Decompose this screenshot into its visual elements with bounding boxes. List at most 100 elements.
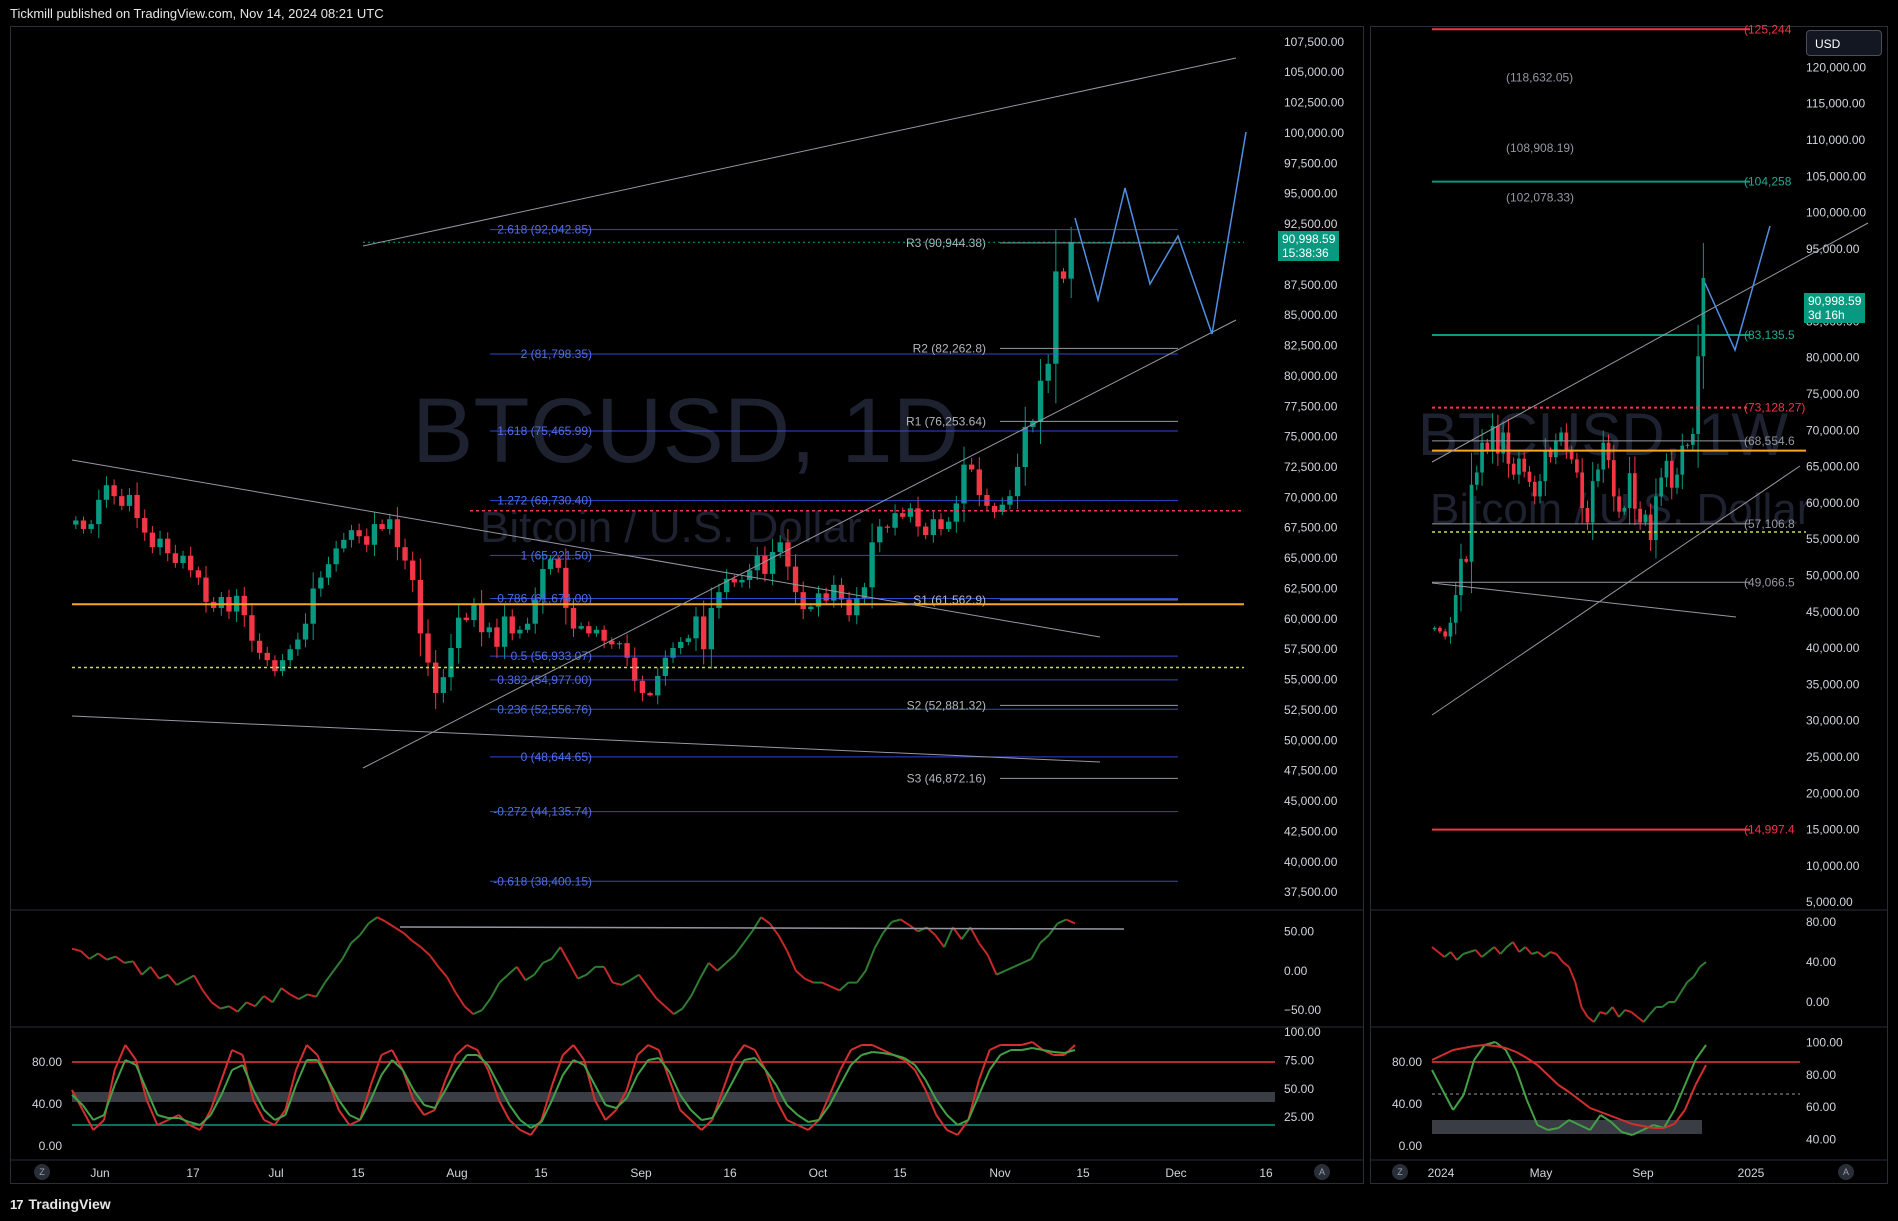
footer[interactable]: 17 TradingView: [10, 1196, 111, 1212]
auto-scale-toggle[interactable]: A: [1838, 1164, 1854, 1180]
stoch-d-segment: [1536, 1064, 1549, 1076]
candle-body: [1627, 473, 1632, 509]
oscillator-segment: [1449, 951, 1458, 961]
stoch-d-segment: [1547, 1074, 1560, 1086]
candle-body: [1496, 425, 1500, 454]
oscillator-segment: [612, 981, 622, 986]
candle-body: [639, 680, 646, 693]
stoch-d-segment: [274, 1114, 286, 1121]
stoch-k-segment: [156, 1119, 169, 1126]
stoch-k-segment: [209, 1079, 223, 1111]
candle-body: [1690, 433, 1695, 445]
stoch-k-segment: [636, 1044, 649, 1056]
candle-body: [578, 626, 584, 629]
price-axis-label: 55,000.00: [1284, 673, 1338, 687]
daily-price-series[interactable]: [73, 226, 1074, 710]
stoch-d-segment: [252, 1089, 265, 1111]
oscillator-segment: [367, 916, 378, 925]
oscillator-segment: [402, 932, 413, 942]
price-axis-label: 65,000.00: [1806, 460, 1860, 474]
oscillator-segment: [934, 934, 945, 948]
price-axis-label: 42,500.00: [1284, 824, 1338, 838]
candle-body: [1669, 460, 1674, 488]
oscillator-segment: [1518, 946, 1527, 953]
stoch-k-segment: [1694, 1044, 1707, 1061]
stoch-k-segment: [1673, 1084, 1686, 1111]
stoch-d-segment: [625, 1074, 639, 1099]
auto-scale-toggle[interactable]: A: [1314, 1164, 1330, 1180]
stoch-d-segment: [1694, 1064, 1707, 1086]
last-price-value: 90,998.59: [1282, 232, 1336, 246]
stoch-d-segment: [81, 1104, 95, 1121]
stoch-k-segment: [668, 1079, 682, 1111]
candle-body: [486, 627, 492, 633]
stoch-d-segment: [135, 1064, 148, 1091]
stoch-d-segment: [380, 1059, 393, 1076]
daily-chart-pane[interactable]: [10, 26, 1364, 1184]
oscillator-segment: [1555, 953, 1564, 963]
stoch-d-segment: [1484, 1044, 1496, 1047]
oscillator-segment: [856, 970, 867, 984]
oscillator-segment: [106, 955, 116, 961]
stoch-k-segment: [487, 1069, 500, 1101]
stoch-d-segment: [967, 1094, 980, 1121]
oscillator-axis-label: 100.00: [1284, 1025, 1321, 1039]
stoch-k-segment: [519, 1129, 532, 1136]
oscillator-segment: [795, 970, 806, 980]
log-scale-toggle[interactable]: Z: [34, 1164, 50, 1180]
price-axis-label: 102,500.00: [1284, 96, 1344, 110]
stoch-d-segment: [540, 1099, 554, 1123]
oscillator-segment: [638, 974, 649, 988]
candle-body: [1553, 441, 1558, 458]
stoch-d-segment: [157, 1114, 169, 1119]
candle-body: [563, 567, 569, 608]
stoch-d-segment: [988, 1054, 1002, 1071]
oscillator-segment: [263, 995, 274, 1004]
stoch-d-segment: [530, 1121, 542, 1129]
stoch-d-segment: [636, 1059, 650, 1076]
stoch-k-segment: [807, 1119, 820, 1131]
candle-body: [861, 587, 868, 599]
candle-body: [1053, 271, 1059, 364]
stoch-d-segment: [423, 1104, 436, 1109]
time-axis-label: Sep: [630, 1166, 652, 1180]
oscillator-segment: [220, 1005, 230, 1010]
fib-level-label: 1.618 (75,465.99): [497, 424, 592, 438]
price-axis-label: 120,000.00: [1806, 60, 1866, 74]
oscillator-segment: [891, 918, 901, 923]
log-scale-toggle[interactable]: Z: [1392, 1164, 1408, 1180]
candle-body: [1037, 380, 1044, 423]
stoch-d-segment: [764, 1069, 778, 1086]
candle-body: [203, 577, 209, 602]
weekly-chart-pane[interactable]: [1370, 26, 1888, 1184]
price-axis-label: 65,000.00: [1284, 551, 1338, 565]
oscillator-segment: [1642, 1013, 1651, 1023]
axes-labels[interactable]: 107,500.00 105,000.00 102,500.00 100,000.00…: [32, 22, 1866, 1180]
fib-level-label: 1.272 (69,730.40): [497, 494, 592, 508]
price-axis-label: 105,000.00: [1284, 65, 1344, 79]
stoch-d-segment: [999, 1049, 1012, 1056]
oscillator-segment: [307, 993, 317, 998]
candle-body: [1532, 481, 1537, 497]
oscillator-segment: [690, 978, 701, 997]
candle-body: [945, 521, 952, 529]
oscillator-segment: [1499, 946, 1508, 955]
candle-body: [1517, 458, 1521, 475]
oscillator-segment: [350, 934, 361, 944]
candle-body: [540, 569, 546, 600]
stoch-k-segment: [466, 1044, 478, 1051]
currency-button[interactable]: USD: [1806, 30, 1882, 56]
oscillator-segment: [97, 952, 108, 961]
oscillator-segment: [446, 976, 457, 994]
stoch-k-segment: [775, 1099, 788, 1121]
candle-body: [440, 677, 447, 693]
stoch-k-segment: [220, 1049, 233, 1081]
trend-drawings[interactable]: [71, 57, 1869, 930]
oscillator-segment: [603, 966, 614, 984]
candle-body: [892, 513, 898, 528]
candle-body: [325, 564, 332, 578]
candle-body: [777, 542, 783, 553]
fib-level-label: 2 (81,798.35): [521, 347, 592, 361]
stoch-d-segment: [861, 1051, 873, 1056]
